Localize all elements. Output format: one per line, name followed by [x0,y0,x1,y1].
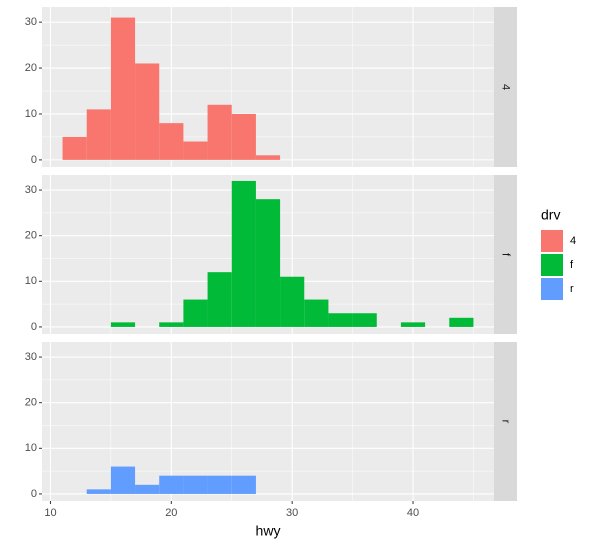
y-tick-label: 0 [31,154,37,166]
bar [110,466,136,494]
bar [231,180,256,327]
facet-label: f [500,253,512,257]
x-tick-label: 10 [44,507,56,519]
bar [110,322,136,327]
facet-strip [494,7,517,167]
y-tick-label: 10 [25,108,37,120]
y-tick-label: 30 [25,184,37,196]
y-tick-label: 0 [31,321,37,333]
bar [255,155,281,160]
bar [400,322,426,327]
bar [207,475,232,494]
bar [183,141,208,160]
y-tick-label: 10 [25,442,37,454]
bar [159,123,184,160]
bar [449,317,474,327]
x-tick-label: 40 [407,507,419,519]
bar [304,299,329,327]
x-axis-label: hwy [256,523,281,539]
legend-label: f [570,259,574,271]
bar [207,272,232,327]
legend-label: r [570,283,574,295]
bar [207,104,232,160]
legend-key [541,254,563,276]
facet-strip [494,342,517,501]
bar [135,63,160,160]
facet-label: r [500,420,512,424]
bar [86,109,111,160]
legend-key [541,278,563,300]
x-tick-label: 30 [286,507,298,519]
facet-label: 4 [500,84,512,90]
bar [231,475,256,494]
bar [110,17,136,160]
legend-title: drv [541,207,560,223]
panel-background [42,342,494,501]
legend-key [541,230,563,252]
bar [328,313,353,327]
bar [280,276,305,327]
bar [86,489,111,494]
y-tick-label: 20 [25,62,37,74]
bar [159,475,184,494]
bar [135,484,160,494]
bar [183,299,208,327]
y-tick-label: 0 [31,488,37,500]
bar [255,199,281,327]
y-tick-label: 20 [25,397,37,409]
bar [352,313,377,327]
y-tick-label: 20 [25,230,37,242]
facet-strip [494,175,517,334]
y-tick-label: 10 [25,275,37,287]
y-tick-label: 30 [25,351,37,363]
bar [231,113,256,160]
bar [159,322,184,327]
bar [62,136,87,160]
x-tick-label: 20 [165,507,177,519]
legend-label: 4 [570,235,576,247]
bar [183,475,208,494]
y-tick-label: 30 [25,16,37,28]
